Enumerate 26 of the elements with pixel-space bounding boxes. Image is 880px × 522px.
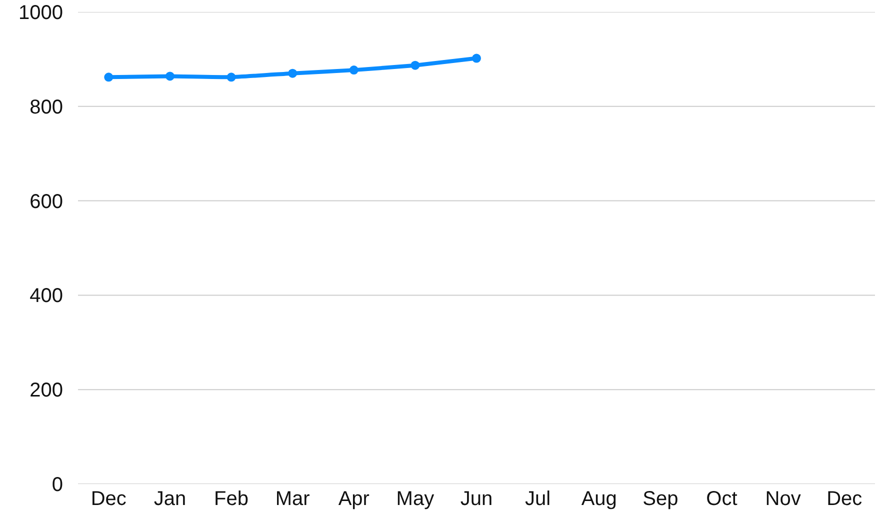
x-tick-label: Jul — [525, 488, 551, 510]
y-tick-label: 800 — [30, 96, 63, 118]
y-tick-label: 400 — [30, 285, 63, 308]
point — [165, 72, 174, 81]
point — [472, 54, 481, 63]
y-tick-label: 0 — [52, 474, 63, 496]
x-tick-label: Aug — [581, 488, 617, 510]
y-tick-label: 1000 — [18, 2, 63, 24]
point — [104, 72, 114, 82]
point — [226, 72, 236, 82]
x-tick-label: Jun — [460, 488, 493, 510]
y-tick-label: 200 — [30, 380, 63, 402]
x-tick-label: Apr — [338, 488, 370, 510]
x-tick-label: Jan — [154, 488, 186, 510]
x-tick-label: Feb — [214, 488, 249, 510]
x-tick-label: Dec — [826, 488, 862, 510]
point — [288, 68, 298, 78]
y-tick-label: 600 — [30, 190, 63, 213]
x-tick-label: Dec — [90, 488, 126, 510]
point — [349, 66, 358, 75]
x-tick-label: Nov — [765, 488, 801, 510]
x-tick-label: Oct — [706, 488, 738, 510]
x-tick-label: Sep — [642, 488, 678, 510]
x-tick-label: May — [396, 488, 434, 510]
x-tick-label: Mar — [275, 488, 310, 510]
point — [410, 60, 420, 70]
